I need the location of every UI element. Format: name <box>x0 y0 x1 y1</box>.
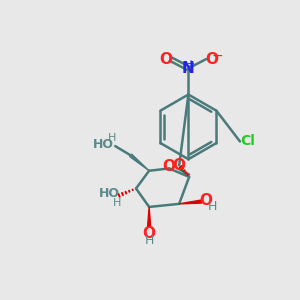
Text: H: H <box>113 198 122 208</box>
Text: H: H <box>108 134 116 143</box>
Text: N: N <box>182 61 195 76</box>
Text: O: O <box>159 52 172 67</box>
Text: +: + <box>186 59 194 69</box>
Text: HO: HO <box>99 187 120 200</box>
Text: H: H <box>208 200 217 213</box>
Text: O: O <box>162 159 175 174</box>
Text: O: O <box>205 52 218 67</box>
Polygon shape <box>179 200 202 204</box>
Text: O: O <box>173 158 186 173</box>
Text: −: − <box>211 49 223 63</box>
Polygon shape <box>148 207 151 227</box>
Text: H: H <box>144 233 154 247</box>
Polygon shape <box>130 154 149 171</box>
Text: Cl: Cl <box>240 134 255 148</box>
Text: O: O <box>199 193 212 208</box>
Text: O: O <box>142 226 156 241</box>
Text: HO: HO <box>93 138 114 151</box>
